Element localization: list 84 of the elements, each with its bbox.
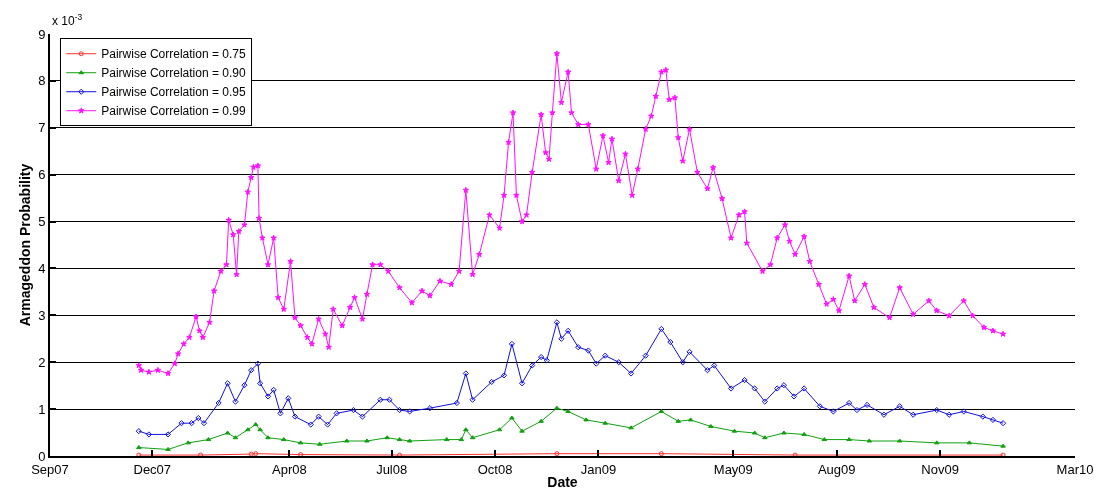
point [751,430,758,435]
point [602,420,609,425]
point [509,415,515,420]
x-tick-label: Sep07 [31,461,69,477]
point [846,437,852,442]
y-axis-title: Armageddon Probability [17,163,34,327]
x-tick-label: Aug09 [817,461,856,477]
y-tick-label: 6 [38,167,46,183]
point [198,452,204,456]
point [135,445,142,450]
point [519,428,525,433]
point [265,435,271,440]
point [397,452,403,456]
point [966,440,973,445]
point [343,438,350,443]
point [463,427,469,432]
point [298,452,304,456]
point [792,452,798,456]
x-tick-label: Dec07 [133,461,172,477]
point [658,408,665,413]
y-tick-label: 9 [38,26,46,42]
y-tick-label: 4 [38,260,46,276]
x-axis-title: Date [547,474,578,491]
point [406,438,413,443]
point [297,440,304,445]
x-tick-label: Oct08 [477,461,513,477]
point [396,437,403,442]
point [583,417,589,422]
point [896,438,903,443]
x-tick-label: Jul08 [376,461,408,477]
point [316,441,323,446]
x-tick-label: May09 [713,461,753,477]
point [443,437,450,442]
point [761,435,768,440]
point [257,427,263,432]
point [232,435,239,440]
legend-label: Pairwise Correlation = 0.90 [101,66,246,81]
point [458,437,465,442]
point [628,425,634,430]
point [252,422,259,427]
point [136,452,142,456]
y-tick-label: 3 [38,307,46,323]
y-tick-label: 1 [38,401,46,417]
point [205,437,212,442]
point [496,427,503,432]
x-tick-label: Nov09 [921,461,959,477]
point [364,438,370,443]
point [801,431,807,436]
point [224,430,231,435]
point [1000,452,1006,456]
point [384,435,390,440]
point [554,405,560,410]
point [675,418,682,423]
y-tick-label: 7 [38,120,46,136]
point [253,451,259,456]
point [731,428,738,433]
point [185,440,192,445]
point [469,435,476,440]
legend-label: Pairwise Correlation = 0.95 [101,85,246,100]
point [165,446,171,451]
legend-label: Pairwise Correlation = 0.75 [101,47,246,62]
text: x 10$^{-3}$ [52,12,83,29]
point [248,451,254,456]
point [538,418,544,423]
point [245,427,251,432]
point [866,438,873,443]
point [554,451,560,456]
legend-label: Pairwise Correlation = 0.99 [101,104,246,119]
point [821,437,828,442]
point [658,451,664,456]
y-tick-label: 5 [38,214,46,230]
point [708,423,714,428]
y-tick-label: 8 [38,73,46,89]
point [687,417,694,422]
point [565,408,571,413]
y-tick-label: 0 [38,448,46,464]
point [933,440,940,445]
point [781,430,787,435]
x-tick-label: Mar10 [1056,461,1094,477]
x-tick-label: Jan09 [580,461,617,477]
y-tick-label: 2 [38,354,46,370]
x-tick-label: Apr08 [272,461,307,477]
point [1000,443,1006,448]
point [280,437,287,442]
